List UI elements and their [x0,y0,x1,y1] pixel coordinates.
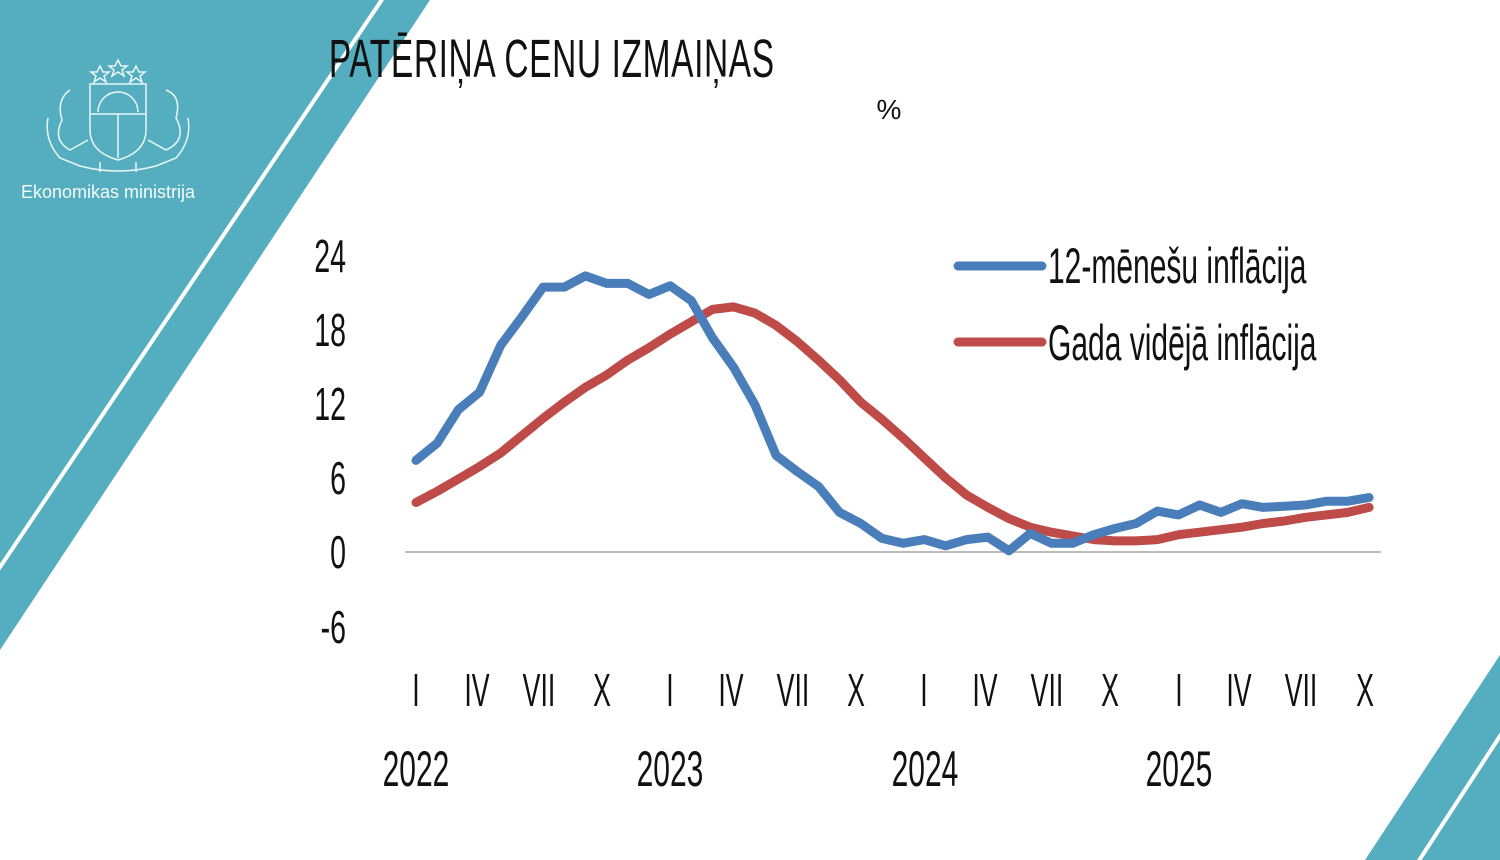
x-tick-label: IV [464,664,490,716]
y-tick-label: -6 [320,601,346,653]
chart-title: PATĒRIŅA CENU IZMAIŅAS [328,29,775,89]
series-line-gada-videja-inflacija [411,302,1374,546]
x-tick-label: I [1175,664,1183,716]
x-tick-label: X [593,664,611,716]
y-tick-label: 6 [330,452,346,504]
x-tick-label: VII [1284,664,1318,716]
x-tick-label: VII [776,664,810,716]
x-tick-label: I [412,664,420,716]
legend-label: Gada vidējā inflācija [1048,315,1317,371]
coat-of-arms-icon [46,58,190,172]
legend-label: 12-mēnešu inflācija [1048,238,1307,294]
x-tick-label: VII [522,664,556,716]
x-tick-label: X [1101,664,1119,716]
teal-corner-band-bottom-right [1365,655,1500,860]
x-tick-label: IV [972,664,998,716]
y-tick-label: 12 [314,378,346,430]
white-stripe-top-left [0,0,385,571]
x-tick-label: VII [1030,664,1064,716]
y-tick-label: 24 [314,230,346,282]
x-tick-label: IV [718,664,744,716]
org-name: Ekonomikas ministrija [21,182,196,202]
chart-unit: % [876,94,902,125]
teal-corner-band-top-left [0,0,430,650]
x-tick-label: I [666,664,674,716]
series-line-12-menesu-inflacija [411,271,1374,556]
x-year-label: 2022 [382,741,450,797]
y-tick-label: 0 [330,526,346,578]
x-tick-label: X [1356,664,1374,716]
x-tick-label: X [847,664,865,716]
x-tick-label: I [920,664,928,716]
x-year-label: 2024 [891,741,959,797]
x-year-label: 2023 [636,741,704,797]
white-stripe-bottom-right [1416,732,1500,860]
x-year-label: 2025 [1145,741,1213,797]
y-tick-label: 18 [314,304,346,356]
x-tick-label: IV [1226,664,1252,716]
